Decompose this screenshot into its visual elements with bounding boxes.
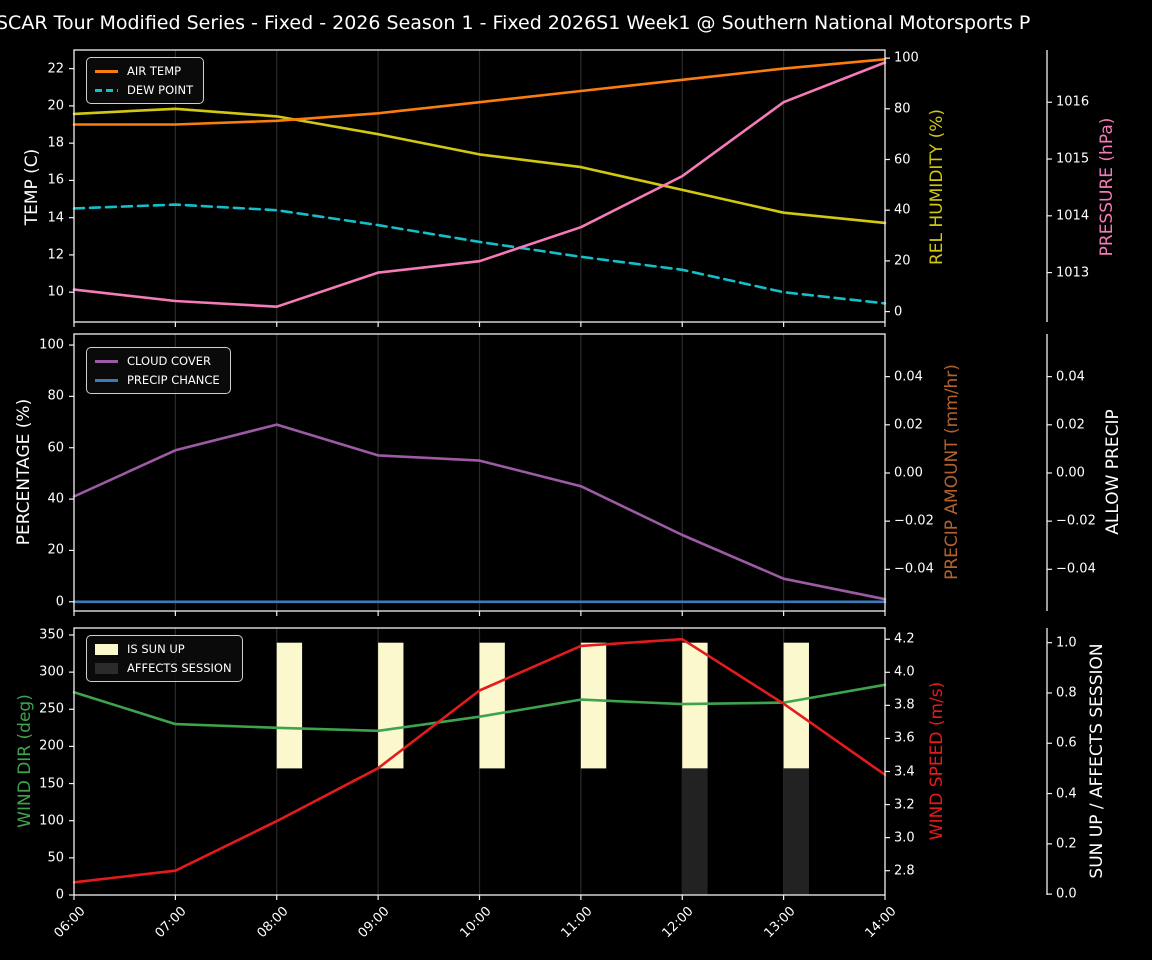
figure-title: SCAR Tour Modified Series - Fixed - 2026… (0, 12, 1031, 34)
legend-item-dew-point: DEW POINT (95, 83, 193, 97)
speed-tick-label: 3.8 (894, 697, 915, 713)
pct-tick-label: 80 (47, 388, 64, 404)
allow-tick-label: −0.04 (1056, 561, 1096, 577)
legend-item-is-sun-up: IS SUN UP (95, 642, 232, 656)
temp-tick-label: 14 (47, 210, 64, 226)
speed-tick-label: 3.6 (894, 730, 915, 746)
sun-tick-label: 0.4 (1056, 786, 1077, 802)
temp-tick-label: 10 (47, 284, 64, 300)
axis-label-allow-precip: ALLOW PRECIP (1103, 409, 1123, 535)
dew-point-swatch (95, 88, 118, 92)
speed-tick-label: 4.0 (894, 664, 915, 680)
axis-label-pressure: PRESSURE (hPa) (1097, 117, 1117, 257)
precip-tick-label: 0.02 (894, 417, 923, 433)
deg-tick-label: 200 (39, 738, 64, 754)
axis-label-percentage: PERCENTAGE (%) (14, 398, 34, 546)
precip-tick-label: 0.00 (894, 465, 923, 481)
humidity-tick-label: 80 (894, 101, 911, 117)
pressure-tick-label: 1015 (1056, 151, 1090, 167)
temp-tick-label: 16 (47, 172, 64, 188)
pct-tick-label: 40 (47, 491, 64, 507)
speed-tick-label: 2.8 (894, 863, 915, 879)
pressure-tick-label: 1016 (1056, 94, 1090, 110)
legend-label: DEW POINT (127, 83, 194, 97)
deg-tick-label: 350 (39, 627, 64, 643)
pct-tick-label: 100 (39, 337, 64, 353)
humidity-tick-label: 100 (894, 50, 919, 66)
axis-label-wind-speed: WIND SPEED (m/s) (927, 681, 947, 841)
pressure-tick-label: 1014 (1056, 208, 1090, 224)
legend-label: AFFECTS SESSION (127, 661, 232, 675)
cloud-cover-swatch (95, 359, 118, 363)
temp-tick-label: 12 (47, 247, 64, 263)
pct-tick-label: 20 (47, 542, 64, 558)
is-sun-up-swatch (95, 643, 118, 655)
sun-tick-label: 0.2 (1056, 836, 1077, 852)
allow-tick-label: 0.02 (1056, 417, 1085, 433)
deg-tick-label: 0 (55, 887, 64, 903)
pct-tick-label: 60 (47, 440, 64, 456)
legend-label: CLOUD COVER (127, 354, 212, 368)
precip-tick-label: 0.04 (894, 369, 923, 385)
legend-label: PRECIP CHANCE (127, 373, 220, 387)
humidity-tick-label: 20 (894, 253, 911, 269)
sun-tick-label: 0.6 (1056, 735, 1077, 751)
allow-tick-label: 0.04 (1056, 369, 1085, 385)
precip-tick-label: −0.04 (894, 561, 934, 577)
allow-tick-label: 0.00 (1056, 465, 1085, 481)
legend-temperature: AIR TEMP DEW POINT (86, 57, 205, 104)
axis-label-rel-humidity: REL HUMIDITY (%) (927, 108, 947, 266)
speed-tick-label: 3.4 (894, 764, 915, 779)
axis-label-precip-amount: PRECIP AMOUNT (mm/hr) (942, 364, 962, 580)
precip-tick-label: −0.02 (894, 513, 934, 529)
sun-tick-label: 1.0 (1056, 635, 1077, 651)
allow-tick-label: −0.02 (1056, 513, 1096, 529)
speed-tick-label: 3.2 (894, 797, 915, 813)
speed-tick-label: 4.2 (894, 631, 915, 647)
axis-label-temp: TEMP (C) (22, 148, 42, 226)
affects-session-swatch (95, 662, 118, 674)
deg-tick-label: 300 (39, 664, 64, 680)
humidity-tick-label: 60 (894, 152, 911, 167)
deg-tick-label: 250 (39, 701, 64, 717)
deg-tick-label: 50 (47, 850, 64, 866)
temp-tick-label: 22 (47, 61, 64, 77)
legend-item-air-temp: AIR TEMP (95, 64, 193, 78)
precip-chance-swatch (95, 378, 118, 382)
sun-tick-label: 0.0 (1056, 886, 1077, 902)
temp-tick-label: 20 (47, 98, 64, 114)
legend-item-cloud-cover: CLOUD COVER (95, 354, 220, 368)
deg-tick-label: 150 (39, 776, 64, 792)
axis-label-wind-dir: WIND DIR (deg) (15, 694, 35, 828)
pressure-tick-label: 1013 (1056, 265, 1090, 281)
sun-tick-label: 0.8 (1056, 685, 1077, 701)
legend-label: IS SUN UP (127, 642, 185, 656)
speed-tick-label: 3.0 (894, 830, 915, 846)
legend-item-affects-session: AFFECTS SESSION (95, 661, 232, 675)
air-temp-swatch (95, 69, 118, 73)
legend-wind: IS SUN UP AFFECTS SESSION (86, 635, 243, 682)
legend-label: AIR TEMP (127, 64, 182, 78)
pct-tick-label: 0 (55, 594, 64, 610)
humidity-tick-label: 0 (894, 304, 903, 320)
deg-tick-label: 100 (39, 813, 64, 829)
legend-item-precip-chance: PRECIP CHANCE (95, 373, 220, 387)
legend-precipitation: CLOUD COVER PRECIP CHANCE (86, 347, 231, 394)
temp-tick-label: 18 (47, 135, 64, 151)
axis-label-sun-up: SUN UP / AFFECTS SESSION (1087, 643, 1107, 879)
humidity-tick-label: 40 (894, 202, 911, 218)
